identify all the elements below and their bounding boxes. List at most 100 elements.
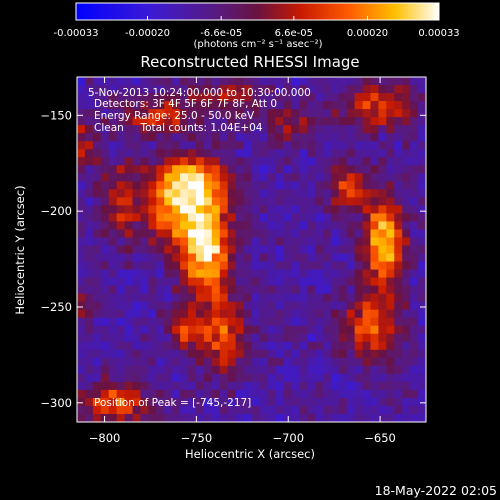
heatmap-cell (243, 77, 253, 86)
heatmap-cell (410, 221, 419, 231)
heatmap-cell (116, 117, 126, 126)
heatmap-cell (386, 157, 395, 166)
heatmap-cell (338, 181, 348, 190)
heatmap-cell (77, 325, 86, 335)
heatmap-cell (188, 237, 197, 247)
heatmap-cell (164, 309, 173, 319)
heatmap-cell (227, 237, 237, 247)
heatmap-cell (307, 237, 316, 247)
heatmap-cell (100, 173, 110, 182)
heatmap-cell (108, 237, 118, 247)
heatmap-cell (338, 109, 348, 118)
heatmap-cell (402, 205, 411, 214)
heatmap-cell (92, 357, 102, 367)
heatmap-cell (338, 405, 348, 415)
heatmap-cell (172, 333, 181, 343)
heatmap-cell (362, 117, 372, 126)
heatmap-cell (132, 181, 142, 190)
heatmap-cell (370, 413, 380, 422)
heatmap-cell (394, 357, 403, 367)
heatmap-cell (402, 317, 411, 327)
heatmap-cell (322, 165, 332, 174)
heatmap-cell (314, 125, 324, 134)
heatmap-cell (307, 357, 316, 367)
heatmap-cell (148, 397, 157, 407)
heatmap-cell (227, 173, 237, 182)
heatmap-cell (164, 277, 173, 287)
heatmap-cell (219, 117, 229, 126)
heatmap-cell (251, 277, 261, 287)
heatmap-cell (92, 317, 102, 327)
heatmap-cell (322, 325, 332, 335)
heatmap-cell (188, 357, 197, 367)
heatmap-cell (227, 269, 237, 279)
heatmap-cell (259, 237, 268, 247)
heatmap-cell (338, 149, 348, 158)
heatmap-cell (132, 141, 142, 150)
heatmap-cell (203, 213, 213, 223)
heatmap-cell (338, 165, 348, 174)
heatmap-cell (77, 101, 86, 110)
heatmap-cell (275, 389, 284, 399)
heatmap-cell (354, 189, 364, 198)
heatmap-cell (322, 181, 332, 190)
heatmap-cell (140, 181, 149, 190)
heatmap-cell (116, 341, 126, 351)
heatmap-cell (100, 341, 110, 351)
heatmap-cell (299, 261, 308, 271)
heatmap-cell (291, 381, 300, 391)
heatmap-cell (307, 277, 316, 287)
heatmap-cell (386, 221, 395, 231)
heatmap-cell (195, 101, 205, 110)
heatmap-cell (338, 317, 348, 327)
heatmap-cell (354, 261, 364, 271)
heatmap-cell (188, 205, 197, 214)
heatmap-cell (92, 77, 102, 86)
heatmap-cell (108, 189, 118, 198)
heatmap-cell (362, 181, 372, 190)
heatmap-cell (140, 133, 149, 142)
heatmap-cell (251, 117, 261, 126)
heatmap-cell (140, 189, 149, 198)
heatmap-cell (370, 221, 380, 231)
heatmap-cell (148, 197, 157, 206)
heatmap-cell (314, 333, 324, 343)
heatmap-cell (148, 317, 157, 327)
annotation-clean-counts: Clean Total counts: 1.04E+04 (94, 122, 263, 134)
heatmap-cell (116, 101, 126, 110)
heatmap-cell (275, 229, 284, 239)
heatmap-cell (275, 205, 284, 214)
heatmap-cell (362, 197, 372, 206)
heatmap-cell (275, 221, 284, 231)
heatmap-cell (219, 189, 229, 198)
heatmap-cell (203, 269, 213, 279)
heatmap-cell (394, 149, 403, 158)
peak-position-label: Position of Peak = [-745,-217] (94, 397, 251, 409)
heatmap-cell (370, 133, 380, 142)
heatmap-cell (100, 165, 110, 174)
heatmap-cell (156, 149, 165, 158)
heatmap-cell (116, 93, 126, 102)
heatmap-cell (362, 373, 372, 383)
heatmap-cell (267, 181, 276, 190)
heatmap-cell (172, 269, 181, 279)
heatmap-cell (275, 237, 284, 247)
heatmap-cell (354, 405, 364, 415)
heatmap-cell (148, 125, 157, 134)
heatmap-cell (418, 93, 426, 102)
heatmap-cell (243, 101, 253, 110)
heatmap-cell (259, 389, 268, 399)
heatmap-cell (394, 405, 403, 415)
heatmap-cell (164, 157, 173, 166)
heatmap-cell (84, 173, 94, 182)
heatmap-cell (259, 317, 268, 327)
heatmap-cell (314, 157, 324, 166)
heatmap-cell (235, 109, 245, 118)
heatmap-cell (148, 141, 157, 150)
heatmap-cell (140, 301, 149, 311)
heatmap-cell (394, 197, 403, 206)
heatmap-cell (84, 293, 94, 303)
heatmap-cell (116, 109, 126, 118)
heatmap-cell (283, 197, 292, 206)
heatmap-cell (172, 213, 181, 223)
